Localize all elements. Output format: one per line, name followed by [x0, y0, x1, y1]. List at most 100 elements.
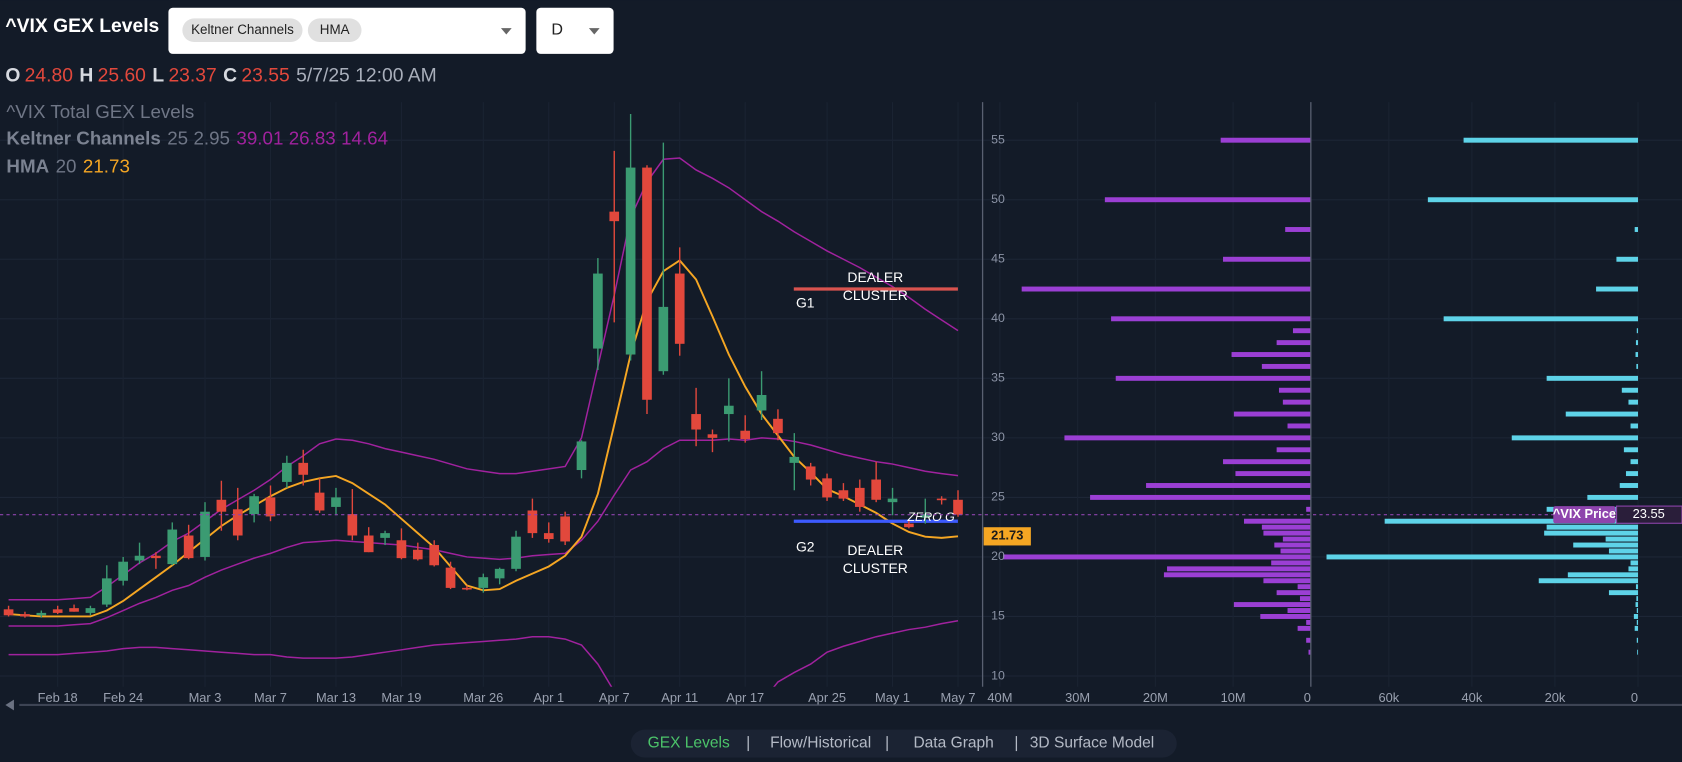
- gex-bar: [1297, 584, 1311, 590]
- legend-param: 2.95: [193, 128, 230, 149]
- gex-panels: [1003, 137, 1639, 655]
- candle-body: [429, 545, 440, 566]
- gex-bar: [1261, 524, 1311, 530]
- nav-item[interactable]: GEX Levels: [648, 735, 730, 752]
- gex-bar: [1261, 363, 1311, 369]
- x-tick-label: Mar 3: [189, 690, 222, 705]
- gex-bar: [1635, 584, 1639, 590]
- price-tags: ^VIX Price 23.55 21.73: [983, 505, 1682, 546]
- legend-param: 25: [167, 128, 188, 149]
- gex-bar: [1637, 649, 1639, 655]
- x-tick-label: Apr 25: [808, 690, 846, 705]
- chip-label[interactable]: Keltner Channels: [191, 22, 294, 37]
- chip[interactable]: [182, 18, 303, 43]
- nav-item[interactable]: Data Graph: [913, 735, 993, 752]
- gex-bar: [1546, 375, 1639, 381]
- candle-body: [740, 430, 751, 440]
- gex-bar: [1630, 459, 1639, 465]
- gex-bar: [1628, 399, 1639, 405]
- price-tag-label: ^VIX Price: [1553, 506, 1616, 521]
- candle-body: [462, 587, 472, 590]
- candle-body: [920, 514, 931, 518]
- x-tick-label: Mar 19: [381, 690, 421, 705]
- candle-body: [871, 479, 881, 500]
- price-tag: [1553, 506, 1616, 524]
- ohlc-key: C: [223, 65, 237, 86]
- ohlc-value: 25.60: [98, 65, 146, 86]
- gex-bar: [1146, 483, 1311, 488]
- candle-body: [69, 608, 79, 612]
- nav-bar: [630, 729, 1177, 758]
- gex-bar: [1231, 352, 1311, 357]
- gex-bar: [1243, 518, 1311, 524]
- candle-body: [609, 211, 620, 222]
- gex-bar: [1167, 566, 1311, 572]
- candle-body: [887, 498, 898, 503]
- ohlc-datetime: 5/7/25 12:00 AM: [296, 65, 437, 86]
- candle-body: [642, 167, 652, 400]
- ohlc-line: O 24.80 H 25.60 L 23.37 C 23.55 5/7/25 12:00 AM: [5, 65, 436, 86]
- candle-body: [904, 523, 914, 528]
- level-text: CLUSTER: [843, 560, 908, 576]
- gex-bar: [1634, 227, 1639, 232]
- candle-body: [412, 549, 423, 560]
- gex-bar: [1287, 423, 1311, 429]
- gex-bar: [1306, 619, 1311, 625]
- gex-bar: [1233, 411, 1311, 417]
- gex-bar: [1263, 578, 1311, 584]
- dropdown-box[interactable]: [536, 7, 614, 54]
- price-tag-value: 23.55: [1633, 506, 1665, 521]
- caret[interactable]: [500, 28, 512, 35]
- gex-bar: [1111, 316, 1311, 322]
- candle-body: [232, 509, 243, 536]
- legend-param: 20: [56, 155, 77, 176]
- candle-body: [282, 462, 292, 482]
- legend-name: Keltner Channels: [6, 128, 160, 149]
- price-plot: [3, 114, 963, 687]
- gex-bar: [1565, 411, 1639, 417]
- interval-dropdown[interactable]: D: [536, 7, 614, 54]
- gex-bar: [1635, 602, 1639, 608]
- gex-bar: [1115, 375, 1311, 381]
- y-tick-label: 40: [991, 311, 1005, 325]
- candle-body: [756, 395, 767, 411]
- candle-body: [478, 577, 489, 588]
- gex-bar: [1443, 316, 1639, 322]
- gex-bar: [1635, 340, 1639, 346]
- x-tick-label: Apr 7: [599, 690, 630, 705]
- candle-body: [658, 306, 669, 372]
- x-tick-label: 20M: [1143, 690, 1168, 705]
- x-tick-label: 30M: [1065, 690, 1090, 705]
- y-tick-label: 15: [991, 609, 1005, 623]
- x-tick-label: May 1: [875, 690, 910, 705]
- chip-label[interactable]: HMA: [320, 22, 350, 37]
- y-tick-label: 55: [991, 132, 1005, 146]
- gex-bar: [1306, 637, 1311, 643]
- legend-value: 14.64: [341, 128, 388, 149]
- x-tick-label: 0: [1304, 690, 1311, 705]
- candle-body: [527, 510, 538, 534]
- gex-bar: [1567, 572, 1639, 578]
- indicator-dropdown[interactable]: Keltner Channels HMA: [168, 7, 526, 54]
- nav-item[interactable]: Flow/Historical: [770, 735, 871, 752]
- candle-body: [298, 462, 309, 475]
- gex-bar: [1263, 530, 1311, 536]
- x-tick-label: Apr 17: [726, 690, 764, 705]
- nav-item[interactable]: 3D Surface Model: [1030, 735, 1154, 752]
- chip[interactable]: [307, 18, 362, 43]
- keltner-line: [8, 437, 959, 627]
- gex-bar: [1297, 625, 1311, 631]
- ohlc-key: H: [79, 65, 93, 86]
- gex-bar: [1635, 352, 1639, 357]
- gex-bar: [1538, 578, 1639, 584]
- caret[interactable]: [588, 28, 600, 35]
- candle-body: [511, 536, 521, 569]
- gex-bar: [1623, 447, 1639, 453]
- candle-body: [3, 609, 14, 616]
- app-title: ^VIX GEX Levels: [5, 16, 159, 37]
- scroll-arrow[interactable]: [5, 699, 14, 711]
- candle-body: [707, 434, 718, 438]
- interval-label[interactable]: D: [551, 20, 563, 38]
